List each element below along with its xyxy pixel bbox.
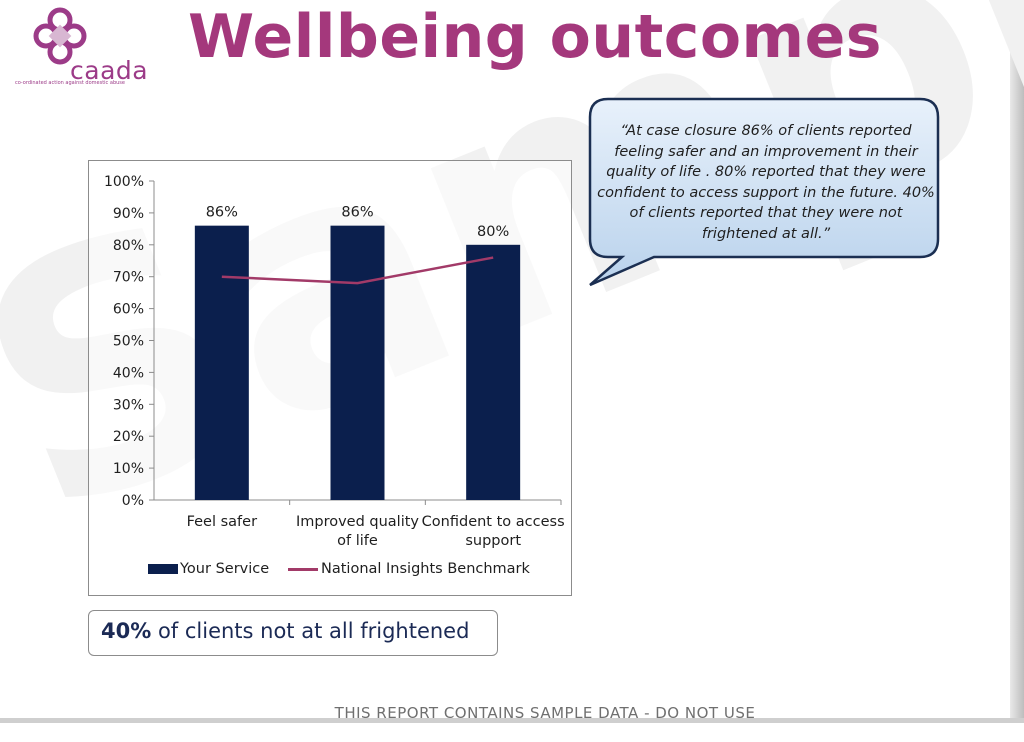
benchmark-line bbox=[221, 256, 494, 285]
legend-item-benchmark: National Insights Benchmark bbox=[288, 561, 530, 577]
window-edge bbox=[1010, 0, 1024, 723]
y-tick-label: 80% bbox=[113, 238, 144, 254]
bar bbox=[466, 244, 521, 500]
y-tick-label: 60% bbox=[113, 302, 144, 318]
legend-bar-swatch bbox=[148, 564, 178, 574]
bar-data-label: 86% bbox=[341, 205, 373, 221]
legend-line-swatch bbox=[288, 567, 318, 571]
stat-value: 40% bbox=[101, 619, 152, 643]
x-category-label: of life bbox=[337, 533, 378, 549]
chart-frame: 0% 10% 20% 30% 40% 50% 60% 70% 80% 90% 100% 86% 86% 8… bbox=[88, 160, 572, 596]
bar-data-label: 80% bbox=[477, 224, 509, 240]
sample-data-footer: THIS REPORT CONTAINS SAMPLE DATA - DO NO… bbox=[334, 704, 756, 722]
x-category-label: support bbox=[465, 533, 521, 549]
legend-label-benchmark: National Insights Benchmark bbox=[321, 561, 530, 577]
bar bbox=[194, 225, 249, 500]
x-category-label: Improved quality bbox=[296, 514, 419, 530]
y-tick-label: 10% bbox=[113, 461, 144, 477]
legend-label-your-service: Your Service bbox=[180, 561, 270, 577]
y-tick-label: 70% bbox=[113, 270, 144, 286]
logo-knot-icon bbox=[33, 7, 87, 65]
callout-quote: “At case closure 86% of clients reported… bbox=[597, 123, 935, 242]
y-tick-label: 0% bbox=[122, 493, 144, 509]
bar-data-label: 86% bbox=[206, 205, 238, 221]
bar-chart: 0% 10% 20% 30% 40% 50% 60% 70% 80% 90% 100% 86% 86% 8… bbox=[104, 174, 565, 549]
speech-bubble bbox=[588, 97, 940, 287]
y-tick-label: 20% bbox=[113, 429, 144, 445]
logo-wordmark: caada bbox=[70, 56, 149, 85]
y-tick-label: 40% bbox=[113, 365, 144, 381]
legend-item-your-service: Your Service bbox=[148, 561, 269, 577]
page-title: Wellbeing outcomes bbox=[188, 2, 882, 72]
y-tick-label: 100% bbox=[104, 174, 144, 190]
x-category-label: Confident to access bbox=[422, 514, 565, 530]
x-category-label: Feel safer bbox=[187, 514, 257, 530]
page-bottom-edge bbox=[0, 718, 1024, 723]
bar bbox=[330, 225, 385, 500]
y-tick-label: 30% bbox=[113, 397, 144, 413]
y-tick-label: 90% bbox=[113, 206, 144, 222]
stat-text: of clients not at all frightened bbox=[151, 619, 470, 643]
logo-tagline: co-ordinated action against domestic abu… bbox=[15, 80, 125, 86]
y-tick-label: 50% bbox=[113, 334, 144, 350]
frightened-stat-box: 40% of clients not at all frightened bbox=[88, 610, 498, 656]
